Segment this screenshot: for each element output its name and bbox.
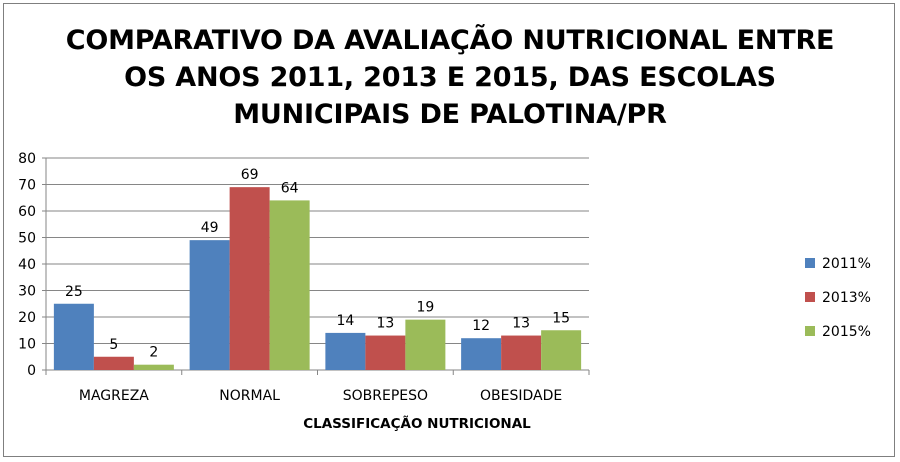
data-label-normal-2013: 69 — [241, 167, 259, 183]
chart-title-line-1: COMPARATIVO DA AVALIAÇÃO NUTRICIONAL ENT… — [65, 25, 835, 56]
bar-normal-2015 — [269, 200, 310, 370]
data-label-magreza-2013: 5 — [109, 337, 118, 353]
data-label-magreza-2011: 25 — [65, 284, 83, 300]
bar-magreza-2013 — [93, 356, 134, 370]
y-tick-label-60: 60 — [18, 204, 36, 220]
bar-magreza-2015 — [133, 364, 174, 370]
legend-label-2011: 2011% — [822, 256, 871, 272]
bar-normal-2011 — [189, 240, 230, 370]
y-tick-label-70: 70 — [18, 178, 36, 194]
y-tick-label-80: 80 — [18, 151, 36, 167]
data-label-obesidade-2011: 12 — [472, 318, 490, 334]
y-tick-label-10: 10 — [18, 337, 36, 353]
bar-obesidade-2011 — [461, 338, 502, 370]
legend-swatch-2013 — [805, 292, 815, 302]
x-axis-title: CLASSIFICAÇÃO NUTRICIONAL — [303, 415, 531, 432]
data-label-obesidade-2013: 13 — [512, 316, 530, 332]
bar-obesidade-2015 — [541, 330, 582, 370]
x-category-label-sobrepeso: SOBREPESO — [343, 388, 428, 404]
chart-title: COMPARATIVO DA AVALIAÇÃO NUTRICIONAL ENT… — [0, 22, 900, 133]
y-tick-label-0: 0 — [27, 363, 36, 379]
chart-frame — [3, 3, 895, 457]
legend-swatch-2011 — [805, 258, 815, 268]
y-tick-label-50: 50 — [18, 231, 36, 247]
bar-sobrepeso-2013 — [365, 335, 406, 370]
bar-sobrepeso-2011 — [325, 332, 366, 370]
bar-magreza-2011 — [53, 303, 94, 370]
data-label-sobrepeso-2013: 13 — [376, 316, 394, 332]
x-category-label-normal: NORMAL — [219, 388, 280, 404]
data-label-sobrepeso-2011: 14 — [336, 313, 354, 329]
y-tick-label-20: 20 — [18, 310, 36, 326]
bar-normal-2013 — [229, 187, 270, 370]
y-tick-label-40: 40 — [18, 257, 36, 273]
data-label-normal-2011: 49 — [201, 220, 219, 236]
bar-sobrepeso-2015 — [405, 319, 446, 370]
data-label-obesidade-2015: 15 — [552, 310, 570, 326]
legend-label-2013: 2013% — [822, 290, 871, 306]
data-label-magreza-2015: 2 — [149, 345, 158, 361]
data-label-normal-2015: 64 — [281, 180, 299, 196]
data-label-sobrepeso-2015: 19 — [416, 300, 434, 316]
x-category-label-magreza: MAGREZA — [79, 388, 149, 404]
legend-label-2015: 2015% — [822, 324, 871, 340]
chart-title-line-3: MUNICIPAIS DE PALOTINA/PR — [233, 99, 667, 130]
chart-title-line-2: OS ANOS 2011, 2013 E 2015, DAS ESCOLAS — [124, 62, 776, 93]
legend-swatch-2015 — [805, 326, 815, 336]
y-tick-label-30: 30 — [18, 284, 36, 300]
x-category-label-obesidade: OBESIDADE — [480, 388, 562, 404]
bar-obesidade-2013 — [501, 335, 542, 370]
